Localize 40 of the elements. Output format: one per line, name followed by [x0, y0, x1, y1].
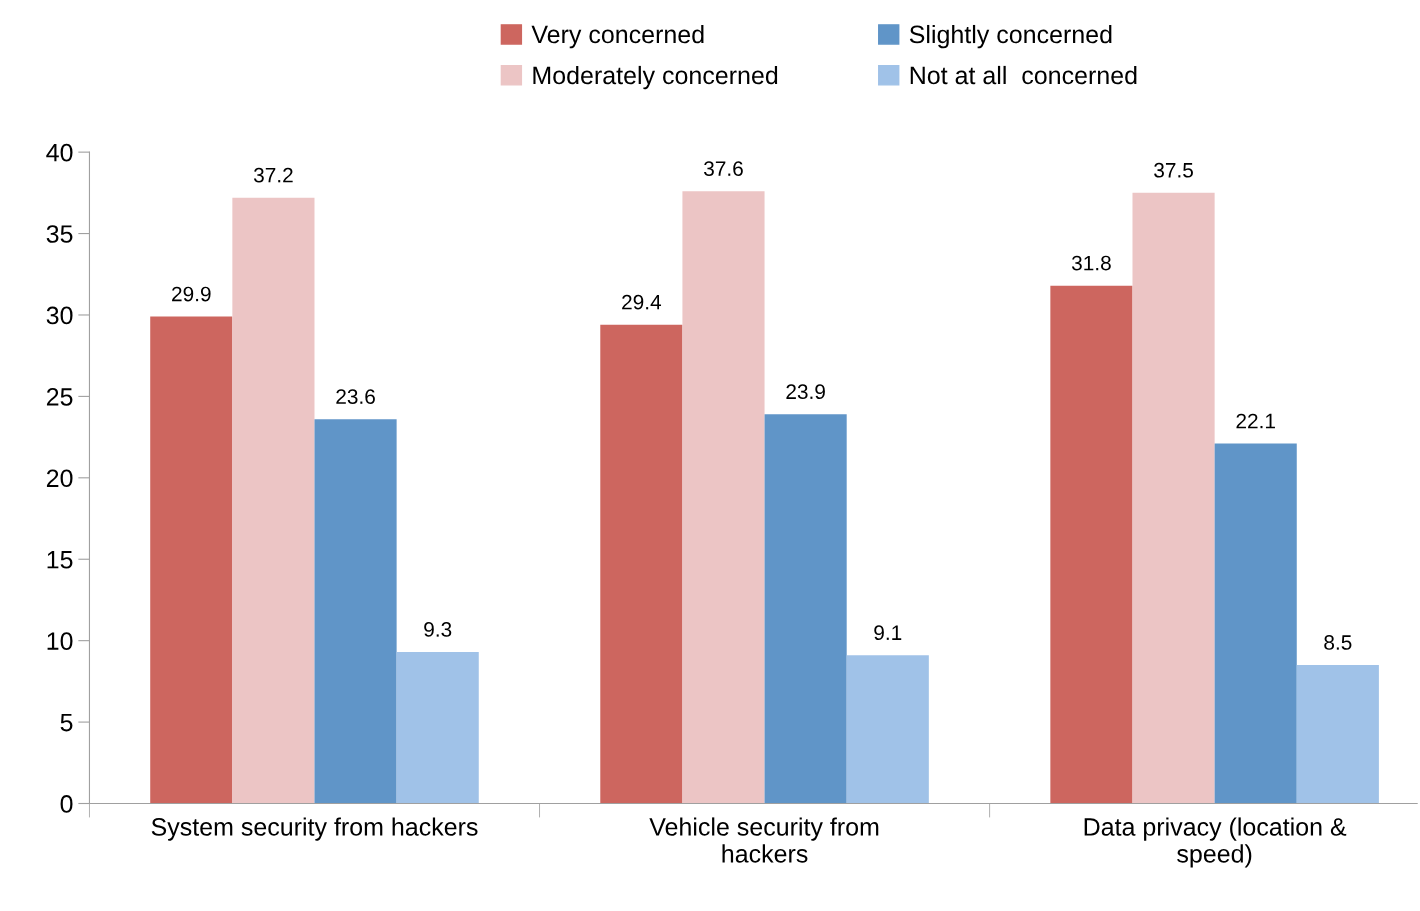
bar	[600, 324, 683, 804]
y-tick-label: 30	[46, 306, 73, 325]
data-label: 37.5	[1154, 162, 1193, 178]
data-label: 29.4	[622, 294, 662, 310]
y-tick-label: 35	[46, 225, 73, 243]
data-label: 37.2	[253, 167, 293, 183]
data-label: 9.3	[424, 622, 452, 637]
data-label: 9.1	[874, 625, 902, 641]
data-label: 31.8	[1071, 255, 1111, 271]
data-label: 22.1	[1236, 413, 1275, 429]
legend-label: Slightly concerned	[909, 24, 1112, 49]
data-label: 29.9	[172, 286, 211, 302]
legend-label: Moderately concerned	[533, 65, 778, 90]
bar	[1132, 192, 1215, 804]
bar	[682, 191, 765, 804]
bar	[232, 197, 315, 804]
y-tick-label: 10	[47, 632, 73, 650]
x-tick-label: Vehicle security from hackers	[649, 817, 879, 863]
data-label: 37.6	[704, 161, 743, 176]
legend-label: Very concerned	[531, 24, 704, 49]
bar	[1214, 443, 1297, 804]
bar	[396, 652, 479, 804]
bar	[314, 419, 397, 804]
bar	[846, 655, 929, 804]
y-tick-label: 20	[46, 469, 73, 488]
data-label: 23.6	[336, 389, 375, 404]
bar	[1050, 285, 1133, 804]
y-tick-label: 40	[46, 143, 73, 162]
x-tick-label: System security from hackers	[151, 817, 478, 841]
y-tick-label: 5	[60, 713, 73, 732]
y-tick-label: 15	[47, 551, 73, 569]
data-label: 8.5	[1324, 635, 1352, 650]
bar	[1296, 665, 1379, 804]
data-label: 23.9	[786, 384, 825, 400]
bar	[150, 316, 233, 804]
y-tick-label: 25	[46, 388, 73, 406]
y-tick-label: 0	[60, 795, 73, 813]
bar	[764, 414, 847, 804]
legend-label: Not at all concerned	[910, 65, 1137, 85]
x-tick-label: Data privacy (location & speed)	[1084, 817, 1347, 868]
